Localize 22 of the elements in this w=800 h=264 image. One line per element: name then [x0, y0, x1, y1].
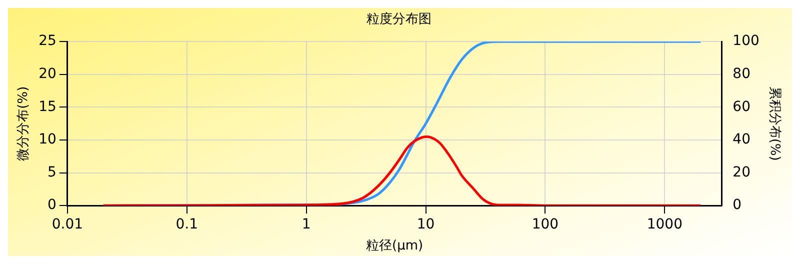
y-tick-label: 25 — [38, 33, 56, 50]
y-tick-label: 20 — [38, 66, 56, 82]
x-tick-label: 1000 — [646, 216, 683, 233]
y2-tick-label: 0 — [732, 197, 742, 214]
x-tick-label: 0.1 — [176, 216, 198, 233]
x-tick-label: 1 — [302, 216, 311, 233]
y-tick-label: 10 — [38, 132, 56, 148]
y2-axis-title: 累积分布(%) — [766, 86, 782, 161]
x-axis-title: 粒径(μm) — [366, 238, 424, 254]
x-tick-label: 100 — [532, 216, 559, 233]
y-axis-title: 微分分布(%) — [16, 86, 32, 161]
y-tick-label: 5 — [47, 164, 56, 180]
y-tick-label: 15 — [38, 98, 56, 115]
x-tick-label: 0.01 — [52, 216, 83, 233]
x-tick-label: 10 — [416, 216, 435, 233]
y2-tick-label: 80 — [732, 66, 751, 82]
y2-tick-label: 100 — [732, 33, 760, 50]
y-tick-label: 0 — [47, 197, 56, 214]
y2-tick-label: 20 — [732, 164, 751, 180]
y2-tick-label: 40 — [732, 132, 751, 148]
chart-title: 粒度分布图 — [366, 11, 432, 28]
y2-tick-label: 60 — [732, 98, 751, 115]
